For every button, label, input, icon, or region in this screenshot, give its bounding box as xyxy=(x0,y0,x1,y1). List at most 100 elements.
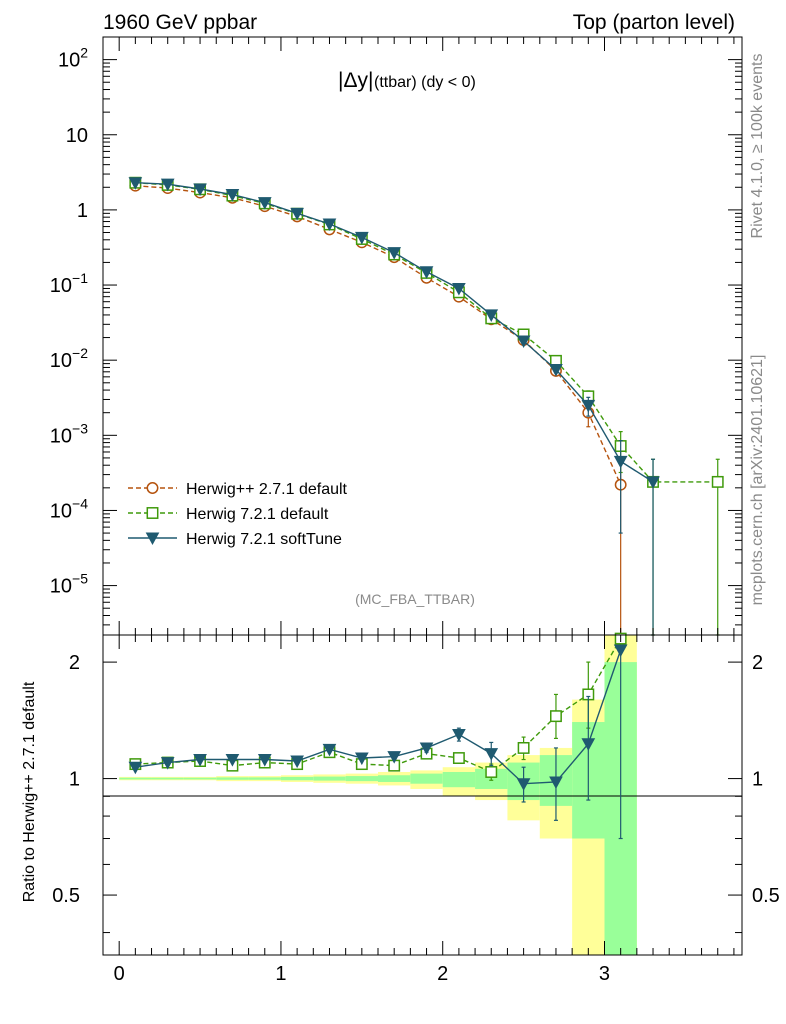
data-point-softtune xyxy=(225,189,240,202)
series-line-herwigpp xyxy=(135,185,622,485)
ratio-x-axis: 0 1 2 3 xyxy=(114,635,735,985)
ratio-y-axis-label: Ratio to Herwig++ 2.7.1 default xyxy=(21,681,38,902)
y-tick-label-exponent: 2 xyxy=(80,45,88,61)
main-x-ticks xyxy=(118,37,735,635)
data-point-softtune xyxy=(160,757,175,770)
data-point-softtune xyxy=(193,183,207,196)
legend-label-herwigpp: Herwig++ 2.7.1 default xyxy=(186,481,348,498)
band-green xyxy=(151,777,184,780)
data-point-herwig721 xyxy=(711,475,724,488)
band-green xyxy=(313,776,346,781)
band-green xyxy=(216,777,249,780)
mcplots-label: mcplots.cern.ch [arXiv:2401.10621] xyxy=(749,355,766,606)
data-point-softtune xyxy=(419,742,434,755)
ratio-y-tick-label-right: 2 xyxy=(752,652,763,674)
y-tick-label: 10−1 xyxy=(50,270,88,297)
data-point-softtune xyxy=(419,266,434,279)
band-green xyxy=(280,776,314,781)
y-tick-label-base: 10 xyxy=(50,576,72,598)
y-tick-label-exponent: −5 xyxy=(72,571,88,587)
ratio-data-layer xyxy=(128,632,628,840)
data-point-softtune xyxy=(452,282,466,296)
legend-marker-herwig721 xyxy=(146,507,159,519)
data-point-softtune xyxy=(581,738,596,751)
ratio-y-tick-label: 2 xyxy=(69,652,80,674)
series-herwig721 xyxy=(129,176,724,636)
y-tick-label: 10−3 xyxy=(50,420,88,447)
data-point-softtune xyxy=(128,177,143,190)
plot-title-sub: (ttbar) (dy < 0) xyxy=(374,74,476,91)
data-point-herwig721 xyxy=(485,766,498,778)
y-tick-label-base: 10 xyxy=(50,425,72,447)
y-tick-label-exponent: −1 xyxy=(72,270,88,286)
analysis-watermark: (MC_FBA_TTBAR) xyxy=(355,591,475,607)
y-tick-label: 102 xyxy=(58,45,88,72)
x-tick-label: 0 xyxy=(114,963,125,985)
series-softtune xyxy=(128,177,660,636)
band-green xyxy=(378,775,411,782)
data-point-softtune xyxy=(516,778,531,791)
y-tick-label-base: 10 xyxy=(58,50,80,72)
y-tick-label: 10 xyxy=(66,125,88,147)
y-tick-label: 1 xyxy=(77,200,88,222)
y-tick-label-base: 10 xyxy=(50,350,72,372)
ratio-frame xyxy=(102,634,743,956)
data-point-softtune xyxy=(484,309,499,322)
x-tick-label: 1 xyxy=(275,963,286,985)
data-point-softtune xyxy=(290,755,304,769)
series-herwigpp xyxy=(129,179,627,636)
legend: Herwig++ 2.7.1 default Herwig 7.2.1 defau… xyxy=(128,481,348,548)
data-point-softtune xyxy=(354,752,369,766)
legend-label-herwig721: Herwig 7.2.1 default xyxy=(186,506,329,523)
ratio-uncertainty-bands xyxy=(119,635,637,955)
data-point-softtune xyxy=(516,335,531,349)
data-point-softtune xyxy=(581,399,596,413)
legend-marker-softtune xyxy=(145,532,160,546)
data-point-softtune xyxy=(225,754,240,767)
data-point-softtune xyxy=(549,776,563,790)
data-point-softtune xyxy=(257,754,272,767)
data-point-softtune xyxy=(257,197,272,210)
y-tick-label: 10−4 xyxy=(50,495,88,522)
band-green xyxy=(410,773,443,784)
main-data-layer xyxy=(128,176,724,636)
y-tick-label-exponent: −3 xyxy=(72,420,88,436)
data-point-herwig721 xyxy=(517,741,530,754)
band-green xyxy=(345,776,379,782)
ratio-y-axis: 2 2 1 1 0.5 0.5 xyxy=(52,652,780,934)
header-left-label: 1960 GeV ppbar xyxy=(103,11,257,34)
band-green xyxy=(442,771,476,788)
data-point-herwig721 xyxy=(452,752,465,764)
data-point-softtune xyxy=(549,364,563,377)
ratio-panel: 2 2 1 1 0.5 0.5 0 1 2 3 Ratio to Herwig++ 2.7.1 … xyxy=(21,632,780,985)
band-green xyxy=(183,777,217,780)
data-point-softtune xyxy=(322,743,337,757)
data-point-herwig721 xyxy=(550,710,562,723)
series-line-herwig721 xyxy=(135,182,718,483)
data-point-softtune xyxy=(452,728,466,742)
y-tick-label-exponent: −4 xyxy=(72,495,88,511)
plot-title-main: |Δy| xyxy=(338,69,373,92)
data-point-softtune xyxy=(484,748,499,761)
data-point-softtune xyxy=(322,218,337,231)
y-tick-label: 10−2 xyxy=(50,345,88,372)
data-point-softtune xyxy=(387,751,402,764)
series-line-herwig721 xyxy=(135,638,622,773)
data-point-softtune xyxy=(613,455,628,469)
x-tick-label: 3 xyxy=(599,963,610,985)
header-right-label: Top (parton level) xyxy=(573,11,735,34)
data-point-softtune xyxy=(387,247,402,260)
data-point-softtune xyxy=(354,231,369,245)
data-point-softtune xyxy=(160,178,175,192)
data-point-softtune xyxy=(128,761,143,775)
legend-label-softtune: Herwig 7.2.1 softTune xyxy=(186,531,342,548)
series-softtune xyxy=(128,644,628,840)
rivet-version-label: Rivet 4.1.0, ≥ 100k events xyxy=(749,54,766,239)
series-line-softtune xyxy=(135,182,654,483)
band-green xyxy=(119,777,152,780)
ratio-y-tick-label: 0.5 xyxy=(52,885,80,907)
y-tick-label-exponent: −2 xyxy=(72,345,88,361)
